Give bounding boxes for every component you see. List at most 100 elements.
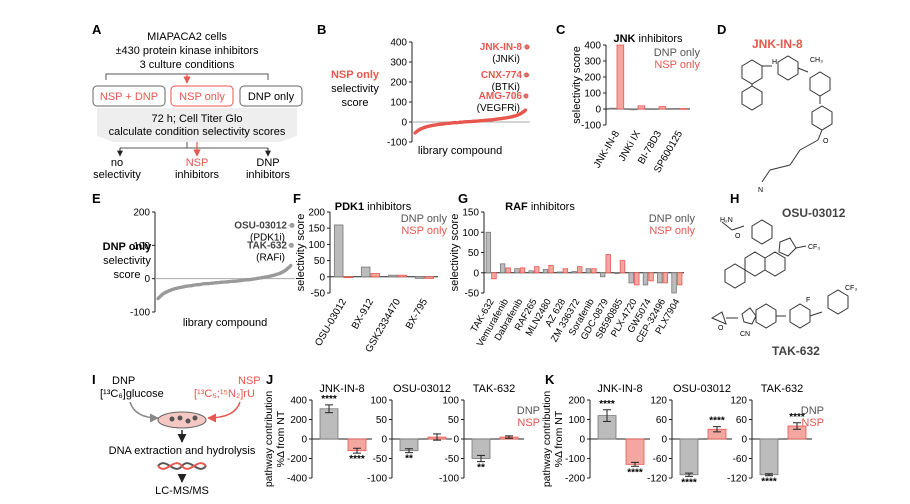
condition-box-nsp-only: [170, 85, 234, 107]
jnk-in-8-structure: [741, 55, 833, 183]
y-tick-label: 100: [133, 241, 150, 252]
process-step-1: 72 h; Cell Titer Glo: [151, 113, 242, 125]
y-tick-label: -200: [287, 454, 307, 465]
y-tick-label: 400: [290, 396, 307, 407]
y-tick-label: 120: [730, 396, 747, 407]
i-nsp-label: NSP: [238, 375, 261, 387]
panel-letter: F: [293, 191, 301, 206]
e-xlabel: library compound: [183, 317, 267, 329]
atom-label-f: F: [806, 297, 810, 304]
panel-i: I DNP [¹³C₆]glucose NSP [¹³C₅;¹⁵N₂]rU DN…: [92, 372, 261, 497]
annotation-target: (BTKi): [492, 82, 520, 93]
y-tick-label: 0: [381, 435, 387, 446]
category-label: BX-912: [350, 297, 376, 332]
y-tick-label: 0: [319, 272, 325, 283]
atom-label-o: O: [823, 138, 829, 145]
significance-label: ****: [789, 412, 805, 423]
significance-label: ****: [321, 394, 337, 405]
legend-dnp: DNP: [517, 405, 540, 417]
osu-03012-structure: [721, 219, 807, 289]
bar: [637, 105, 646, 110]
osu-03012-label: OSU-03012: [782, 206, 846, 220]
bar: [625, 438, 645, 465]
condition-box-nsp-dnp: [92, 85, 166, 107]
bar: [591, 268, 597, 274]
y-tick-label: 150: [462, 208, 479, 219]
y-tick-label: -100: [439, 474, 459, 485]
data-point: [289, 263, 293, 267]
chart-title: RAF inhibitors: [505, 201, 575, 213]
legend-nsp: NSP: [517, 417, 540, 429]
condition-nsp-dnp: NSP + DNP: [100, 91, 158, 103]
atom-label-h2n: H₂N: [720, 217, 733, 224]
y-tick-label: 50: [448, 415, 460, 426]
bar: [676, 272, 683, 286]
b-ylabel-1: NSP only: [331, 69, 380, 81]
y-tick-label: 50: [468, 248, 480, 259]
significance-label: ****: [761, 477, 777, 488]
chart-title: JNK-IN-8: [597, 383, 642, 395]
y-tick-label: 100: [442, 396, 459, 407]
legend-dnp: DNP only: [401, 213, 448, 225]
annotation-name: JNK-IN-8: [480, 42, 523, 53]
y-tick-label: -400: [287, 474, 307, 485]
i-nsp-tracer: [¹³C₅;¹⁵N₂]rU: [194, 388, 255, 400]
chart-title: OSU-03012: [393, 383, 451, 395]
annotation-target: (RAFi): [256, 252, 285, 263]
y-tick-label: 200: [584, 73, 601, 84]
annotation-name: OSU-03012: [234, 220, 287, 231]
bar: [671, 108, 680, 110]
bar: [534, 266, 540, 274]
y-tick-label: 100: [308, 240, 325, 251]
panel-a-header-3: 3 culture conditions: [140, 59, 235, 71]
legend-nsp: NSP only: [654, 59, 700, 71]
annotation-target: (PDK1i): [250, 232, 285, 243]
panel-e-scatter: -100 0 100 200 OSU-03012(PDK1i)TAK-632(RAFi): [130, 208, 295, 319]
y-tick-label: -100: [581, 121, 601, 132]
y-tick-label: -50: [445, 454, 460, 465]
annotation-target: (VEGFRi): [477, 103, 520, 114]
bar: [619, 260, 626, 274]
y-tick-label: 50: [314, 256, 326, 267]
y-tick-label: -50: [373, 454, 388, 465]
b-xlabel: library compound: [418, 145, 502, 157]
y-tick-label: 300: [584, 57, 601, 68]
category-label: BX-795: [404, 297, 430, 332]
bar: [333, 224, 344, 278]
bar: [658, 106, 667, 110]
y-tick-label: -120: [647, 474, 667, 485]
y-tick-label: -100: [367, 474, 387, 485]
bar: [514, 268, 520, 274]
condition-box-dnp-only: [239, 85, 303, 107]
i-dnp-tracer: [¹³C₆]glucose: [100, 388, 164, 400]
y-tick-label: -120: [727, 474, 747, 485]
legend-dnp: DNP only: [649, 213, 696, 225]
b-ylabel-2: selectivity: [331, 83, 379, 95]
panel-h: H OSU-03012 H₂N O CF₃ O CN F CF₃: [710, 191, 857, 358]
panel-g-bar-chart: -50050100150TAK-632VemurafenibDabrafenib…: [449, 201, 695, 349]
y-tick-label: 100: [568, 415, 585, 426]
panel-letter: D: [717, 22, 726, 37]
legend-dnp: DNP: [801, 405, 824, 417]
bar: [634, 272, 640, 286]
y-tick-label: 60: [736, 415, 748, 426]
bar: [605, 254, 611, 274]
chart-title: OSU-03012: [673, 383, 731, 395]
outcome-no-2: selectivity: [93, 169, 141, 181]
bar: [491, 272, 497, 280]
bar: [616, 44, 625, 110]
bar: [360, 266, 371, 278]
y-tick-label: -50: [311, 289, 326, 300]
data-point: [523, 108, 528, 112]
atom-label-cf3-2: CF₃: [845, 285, 857, 292]
y-tick-label: 200: [290, 415, 307, 426]
panel-g: G -50050100150TAK-632VemurafenibDabrafen…: [449, 191, 695, 349]
tak-632-structure: [710, 289, 849, 329]
legend-dnp: DNP only: [654, 47, 701, 59]
bar: [319, 408, 339, 440]
legend-nsp: NSP only: [649, 225, 695, 237]
y-axis-label: selectivity score: [295, 214, 307, 292]
cell-icon: [192, 415, 198, 421]
